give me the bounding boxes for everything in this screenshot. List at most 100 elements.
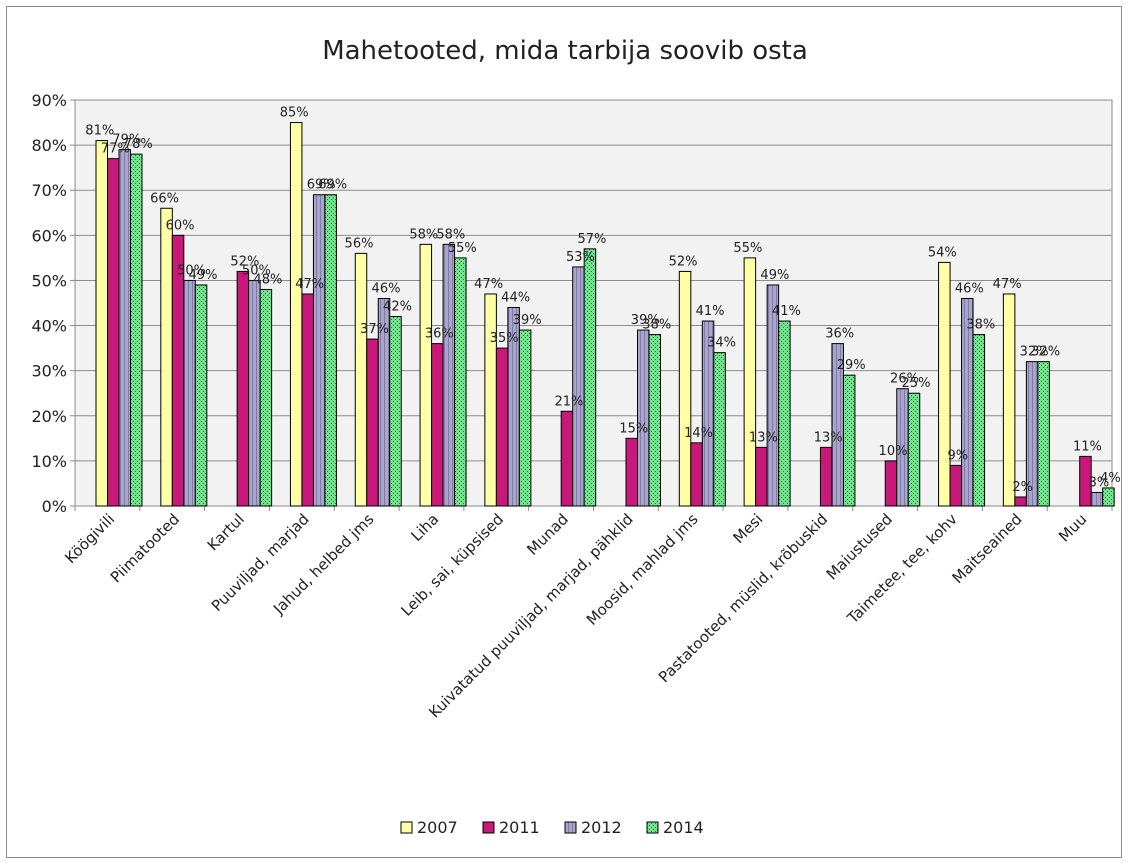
bar-2007: [354, 252, 368, 507]
data-label-2007: 66%: [150, 191, 179, 206]
bar-2007: [1002, 293, 1016, 507]
x-tick-label: Mesi: [729, 510, 766, 547]
bar-2007: [743, 257, 757, 507]
y-tick-label: 10%: [31, 452, 67, 471]
y-tick-label: 50%: [31, 271, 67, 290]
y-tick-label: 90%: [31, 91, 67, 110]
data-label-2011: 52%: [230, 254, 259, 269]
bar-2007: [160, 207, 173, 507]
data-label-2011: 10%: [879, 444, 908, 459]
data-label-2012: 50%: [177, 263, 206, 278]
bar-2011: [949, 464, 963, 507]
legend-label: 2011: [499, 818, 540, 837]
data-label-2011: 47%: [295, 277, 324, 292]
bar-2011: [301, 293, 314, 507]
bar-2014: [259, 288, 273, 507]
bar-2007: [938, 261, 951, 507]
data-label-2007: 47%: [993, 277, 1022, 292]
bar-2014: [454, 257, 467, 507]
bar-2011: [495, 347, 509, 507]
bar-2011: [755, 446, 768, 507]
bar-2011: [431, 343, 444, 507]
data-label-2011: 13%: [749, 430, 778, 445]
bar-2012: [1090, 491, 1104, 507]
bar-2011: [690, 442, 703, 507]
data-label-2011: 21%: [554, 394, 583, 409]
data-label-2007: 81%: [85, 124, 114, 139]
data-label-2012: 44%: [501, 291, 530, 306]
data-label-2014: 25%: [902, 376, 931, 391]
data-label-2014: 41%: [772, 304, 801, 319]
data-label-2014: 38%: [642, 318, 671, 333]
bar-2012: [183, 279, 196, 507]
bar-2007: [419, 243, 433, 507]
bar-2014: [1037, 361, 1050, 507]
data-label-2011: 60%: [166, 218, 195, 233]
data-label-2012: 53%: [566, 250, 595, 265]
data-label-2012: 79%: [112, 133, 141, 148]
y-tick-label: 80%: [31, 136, 67, 155]
bar-2011: [884, 460, 898, 507]
bar-2007: [289, 122, 303, 507]
data-label-2012: 49%: [760, 268, 789, 283]
y-tick-label: 30%: [31, 362, 67, 381]
bar-2014: [389, 316, 402, 507]
data-label-2014: 38%: [966, 318, 995, 333]
bar-2011: [366, 338, 379, 507]
data-label-2014: 34%: [707, 336, 736, 351]
bar-2007: [678, 270, 692, 507]
data-label-2012: 46%: [372, 281, 401, 296]
bar-2007: [95, 140, 108, 507]
legend-item-2014: 2014: [646, 818, 704, 837]
bar-2014: [130, 153, 143, 507]
bar-2014: [907, 392, 921, 507]
bar-2014: [518, 329, 532, 507]
data-label-2012: 46%: [955, 281, 984, 296]
x-tick-label: Liha: [407, 510, 442, 545]
legend-label: 2014: [663, 818, 704, 837]
data-label-2012: 26%: [890, 372, 919, 387]
legend-swatch: [564, 821, 577, 834]
bar-2014: [778, 320, 791, 507]
bar-2012: [442, 243, 456, 507]
legend-swatch: [482, 821, 495, 834]
legend-label: 2007: [417, 818, 458, 837]
data-label-2011: 35%: [490, 331, 519, 346]
data-label-2014: 39%: [513, 313, 542, 328]
data-label-2007: 47%: [474, 277, 503, 292]
y-tick-label: 60%: [31, 226, 67, 245]
data-label-2007: 55%: [733, 241, 762, 256]
bar-2012: [118, 149, 131, 507]
legend-item-2007: 2007: [400, 818, 458, 837]
data-label-2011: 11%: [1073, 439, 1102, 454]
data-label-2011: 77%: [101, 142, 130, 157]
data-label-2007: 52%: [669, 254, 698, 269]
bar-2011: [107, 158, 120, 507]
bar-2011: [625, 437, 638, 507]
bar-2007: [484, 293, 497, 507]
x-tick-label: Moosid, mahlad jms: [583, 510, 702, 629]
data-label-2014: 69%: [318, 178, 347, 193]
data-label-2007: 85%: [280, 106, 309, 121]
bar-2012: [312, 194, 326, 507]
data-label-2014: 48%: [253, 272, 282, 287]
legend-item-2012: 2012: [564, 818, 622, 837]
data-label-2012: 58%: [436, 227, 465, 242]
legend-label: 2012: [581, 818, 622, 837]
y-tick-label: 0%: [42, 497, 67, 516]
bar-2014: [972, 334, 986, 507]
data-label-2012: 39%: [631, 313, 660, 328]
legend-swatch: [400, 821, 413, 834]
data-label-2011: 9%: [948, 448, 969, 463]
data-label-2014: 55%: [448, 241, 477, 256]
x-tick-label: Munad: [523, 510, 572, 559]
bar-2014: [842, 374, 856, 507]
bar-2012: [248, 279, 261, 507]
x-tick-label: Köögivili: [61, 510, 118, 567]
data-label-2014: 29%: [837, 358, 866, 373]
data-label-2007: 54%: [928, 245, 957, 260]
data-label-2014: 42%: [383, 300, 412, 315]
data-label-2012: 36%: [825, 327, 854, 342]
bar-2011: [1079, 455, 1092, 507]
